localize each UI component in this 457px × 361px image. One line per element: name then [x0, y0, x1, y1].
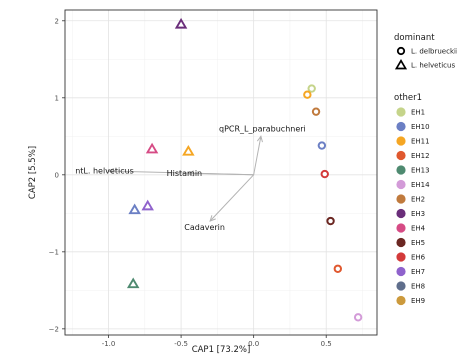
legend-key-eh2	[396, 194, 406, 204]
point-circle-eh14	[353, 313, 363, 322]
point-triangle-eh7	[141, 199, 154, 211]
legend-key-eh9	[396, 295, 406, 306]
legend-key-eh12	[396, 150, 406, 161]
y-axis-title: CAP2 [5.5%]	[28, 146, 38, 199]
legend-key-eh6	[396, 252, 406, 262]
arrow-label: ntL. helveticus	[75, 166, 134, 175]
legend-key-eh11	[396, 136, 406, 146]
plot-panel-border	[64, 9, 378, 336]
x-tick-label: -0.5	[174, 340, 188, 348]
x-tick-label: -1.0	[102, 340, 116, 348]
point-triangle-eh11	[182, 144, 195, 156]
legend-color-label: EH3	[411, 210, 425, 218]
legend-key-eh7	[396, 266, 406, 277]
arrow-label: qPCR_L_parabuchneri	[219, 124, 306, 133]
point-triangle-eh4	[145, 142, 159, 154]
legend-color-label: EH11	[411, 138, 430, 146]
legend-key-eh4	[396, 223, 406, 233]
biplot-arrow: Histamin	[167, 169, 254, 178]
legend-other1-title: other1	[394, 93, 422, 103]
arrow-shaft	[188, 172, 254, 176]
legend-key-eh1	[396, 107, 406, 117]
legend-color-label: EH7	[411, 268, 425, 276]
x-axis-title: CAP1 [73.2%]	[192, 345, 251, 355]
legend-shape-label: L. helveticus	[411, 62, 455, 70]
biplot-arrows: qPCR_L_parabuchneri ntL. helveticus Histam…	[75, 124, 306, 231]
biplot-arrow: Cadaverin	[184, 174, 255, 232]
point-circle-eh10	[317, 141, 327, 150]
data-points	[126, 17, 363, 322]
legend-shape-label: L. delbrueckii	[411, 48, 457, 56]
point-circle-eh2	[311, 107, 321, 116]
point-circle-eh1	[307, 84, 316, 93]
legend-color-label: EH10	[411, 123, 430, 131]
legend-key-eh14	[396, 179, 406, 190]
legend-key-eh8	[396, 281, 406, 291]
arrow-head	[209, 215, 216, 222]
point-triangle-eh10	[128, 203, 141, 215]
x-tick-label: 0.0	[248, 340, 259, 348]
point-triangle-eh3	[174, 17, 188, 29]
point-triangle-eh13	[126, 277, 140, 289]
point-circle-eh5	[326, 216, 335, 226]
arrow-head	[107, 168, 115, 175]
legend-color-label: EH4	[411, 225, 426, 233]
legend-color-label: EH9	[411, 297, 425, 305]
y-tick-label: −2	[49, 325, 59, 333]
legend-key-triangle	[394, 58, 408, 70]
x-tick-label: 0.5	[321, 340, 332, 348]
arrow-label: Histamin	[167, 169, 203, 178]
point-circle-eh12	[333, 264, 343, 273]
y-tick-label: 0	[55, 171, 59, 179]
axis-ticks: -1.0 -0.5 0.0 0.5 −2 −1 0 1 2	[49, 17, 332, 348]
arrow-label: Cadaverin	[184, 223, 225, 232]
arrow-head	[256, 135, 263, 143]
biplot-arrow: qPCR_L_parabuchneri	[219, 124, 306, 175]
legend: dominant other1 L. delbrueckii L. helveti…	[394, 33, 457, 306]
legend-key-eh5	[396, 237, 406, 248]
y-tick-label: −1	[49, 248, 59, 256]
legend-color-label: EH13	[411, 167, 430, 175]
legend-key-eh13	[396, 165, 406, 175]
point-circle-eh6	[320, 169, 329, 179]
arrow-head	[187, 170, 195, 177]
legend-color-label: EH6	[411, 254, 426, 262]
legend-color-label: EH14	[411, 181, 430, 189]
legend-color-label: EH12	[411, 152, 430, 160]
legend-key-eh10	[396, 121, 406, 132]
legend-color-label: EH5	[411, 239, 425, 247]
legend-color-label: EH1	[411, 109, 425, 117]
legend-key-circle	[396, 46, 406, 56]
legend-color-label: EH8	[411, 283, 425, 291]
point-circle-eh11	[303, 90, 312, 99]
y-tick-label: 1	[55, 94, 59, 102]
arrow-shaft	[253, 136, 262, 175]
legend-key-eh3	[396, 208, 406, 219]
arrow-shaft	[209, 174, 255, 222]
y-tick-label: 2	[55, 17, 59, 25]
legend-color-label: EH2	[411, 196, 425, 204]
legend-dominant-title: dominant	[394, 33, 435, 43]
